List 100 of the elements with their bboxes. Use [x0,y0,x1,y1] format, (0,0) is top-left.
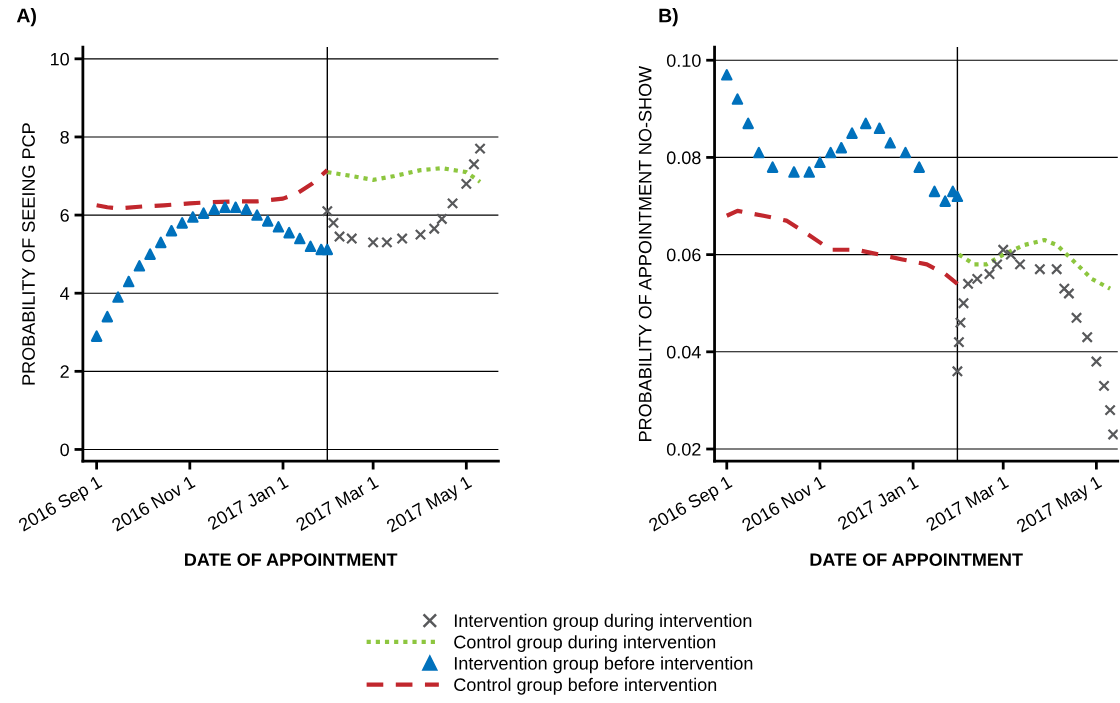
point [165,224,178,237]
x-tick-label: 2017 Jan 1 [836,475,919,531]
line-series [956,237,1113,291]
point [983,268,996,280]
point [1034,263,1046,275]
point [962,278,974,290]
x-tick-label: 2017 Mar 1 [925,475,1010,532]
point [1063,287,1075,300]
point [1081,331,1093,344]
point [971,273,984,285]
point [721,69,733,81]
point [272,221,285,233]
y-axis-title: PROBABILITY OF SEEING PCP [22,123,35,385]
y-axis-title: PROBABILITY OF APPOINTMENT NO-SHOW [638,65,652,441]
legend-label: Control group during intervention [454,635,716,652]
legend-label: Intervention group during intervention [454,613,752,631]
y-tick-label: 2 [60,365,69,378]
point [954,316,967,329]
point [953,336,965,348]
point [283,226,295,239]
point [884,137,896,149]
point [991,258,1003,271]
point [859,117,872,130]
point [261,215,274,227]
x-tick-label: 2016 Nov 1 [741,475,826,532]
point [788,166,800,178]
y-tick-label: 0.02 [666,442,701,456]
point [913,161,925,173]
point [367,236,379,249]
y-tick-label: 6 [60,209,69,222]
point [304,240,317,253]
point [1005,248,1017,261]
x-tick-label: 2016 Sep 1 [647,475,735,535]
y-tick-label: 0.04 [666,345,701,359]
point [873,122,886,135]
point [219,201,231,214]
point [1107,428,1118,441]
point [321,205,334,217]
point [327,217,340,229]
point [381,236,393,249]
legend-label: Control group before intervention [454,677,717,695]
legend-label: Intervention group before intervention [454,656,753,674]
point [90,330,103,342]
point [468,158,480,171]
point [1070,312,1083,324]
x-axis-title: DATE OF APPOINTMENT [185,553,398,567]
point [1058,282,1071,295]
point [835,141,848,154]
point [133,260,146,272]
y-tick-label: 0.06 [666,248,701,262]
point [1104,404,1116,416]
point [101,310,114,323]
point [112,291,124,303]
point [957,297,970,309]
point [939,195,951,207]
point [396,232,408,245]
x-tick-label: 2016 Sep 1 [17,475,105,535]
point [155,236,167,249]
point [229,201,242,214]
x-tick-label: 2017 Jan 1 [206,475,289,531]
point [176,217,188,229]
point [251,209,263,221]
point [814,156,826,169]
y-tick-label: 0.08 [666,151,701,165]
point [951,365,964,378]
point [1090,355,1103,368]
point [428,222,441,235]
point [436,213,448,225]
point [731,93,744,105]
point [197,207,210,219]
point [1098,380,1110,392]
x-tick-label: 2017 Mar 1 [295,475,380,532]
point [414,228,427,241]
y-tick-label: 0 [60,443,69,457]
point [187,211,199,223]
y-tick-label: 0.10 [666,54,701,67]
x-tick-label: 2016 Nov 1 [110,475,196,532]
point [928,185,941,198]
line-series [724,208,960,286]
point [742,117,754,130]
point [824,146,837,159]
point [474,142,486,155]
line-series [325,166,483,184]
y-tick-label: 4 [60,287,70,300]
point [321,243,334,256]
point [1014,258,1026,271]
point [1050,263,1063,275]
point [803,166,816,178]
point [208,203,221,215]
point [240,203,253,215]
x-axis-title: DATE OF APPOINTMENT [810,553,1023,567]
y-tick-label: 10 [50,52,69,66]
chart-title: B) [659,8,678,27]
point [766,161,779,173]
point [144,248,156,260]
point [997,243,1009,256]
point [446,197,459,210]
point [460,178,473,190]
y-tick-label: 8 [60,130,69,144]
chart-title: A) [16,8,36,27]
